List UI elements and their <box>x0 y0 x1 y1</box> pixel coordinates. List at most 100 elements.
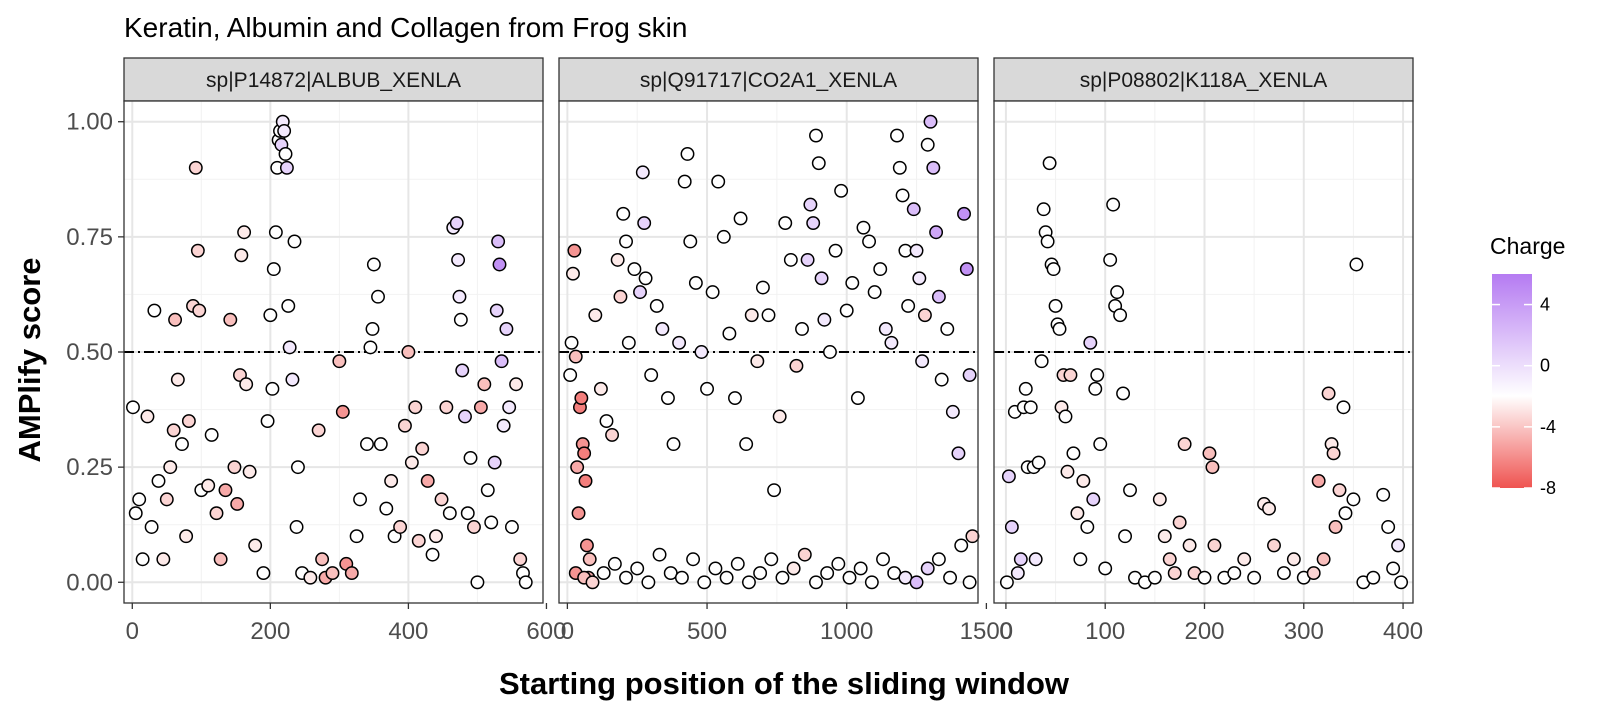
data-point <box>906 202 921 217</box>
data-point <box>719 570 734 585</box>
data-point <box>809 128 823 143</box>
data-point <box>384 474 399 488</box>
data-point <box>1376 487 1391 502</box>
data-point <box>635 165 650 180</box>
data-point <box>761 308 776 323</box>
data-point <box>242 464 257 479</box>
legend-tick-label: 4 <box>1540 295 1550 315</box>
data-point <box>260 414 275 429</box>
data-point <box>915 354 930 369</box>
data-point <box>429 529 443 544</box>
x-axis-title: Starting position of the sliding window <box>499 666 1070 701</box>
data-point <box>265 381 280 396</box>
data-point <box>268 225 283 240</box>
data-point <box>578 474 593 488</box>
data-point <box>733 211 748 226</box>
data-point <box>289 520 304 534</box>
data-point <box>652 547 667 562</box>
data-point <box>884 335 899 350</box>
data-point <box>349 529 364 544</box>
data-point <box>828 243 843 258</box>
data-point <box>567 243 582 258</box>
data-point <box>1103 252 1118 267</box>
x-tick-label: 1000 <box>820 618 873 645</box>
y-tick-label: 0.50 <box>66 339 113 366</box>
data-point <box>716 229 731 244</box>
data-point <box>480 483 495 498</box>
data-point <box>772 409 787 424</box>
data-point <box>151 474 166 488</box>
points-group <box>126 114 533 590</box>
data-point <box>895 188 910 203</box>
data-point <box>585 575 600 590</box>
data-point <box>453 312 468 327</box>
data-point <box>864 575 879 590</box>
data-point <box>1386 561 1401 576</box>
data-point <box>1162 552 1177 567</box>
data-point <box>452 289 467 304</box>
data-point <box>943 570 958 585</box>
data-point <box>458 409 472 424</box>
x-tick-label: 200 <box>250 618 290 645</box>
data-point <box>132 492 147 507</box>
data-point <box>797 547 812 562</box>
data-point <box>126 400 140 415</box>
data-point <box>1093 437 1108 452</box>
legend-colorbar <box>1492 274 1532 488</box>
data-point <box>1076 474 1091 488</box>
data-point <box>803 197 818 212</box>
legend-title: Charge <box>1490 233 1565 259</box>
data-point <box>686 552 701 567</box>
data-point <box>789 358 804 373</box>
data-point <box>366 257 381 272</box>
data-point <box>325 566 340 581</box>
data-point <box>502 400 517 415</box>
data-point <box>281 298 296 313</box>
data-point <box>239 377 254 392</box>
y-axis-title: AMPlify score <box>12 257 47 462</box>
data-point <box>878 322 893 336</box>
data-point <box>607 556 622 571</box>
data-point <box>931 289 946 304</box>
data-point <box>641 575 656 590</box>
data-point <box>1052 322 1067 336</box>
data-point <box>1349 257 1364 272</box>
data-point <box>579 538 594 553</box>
data-point <box>363 340 378 355</box>
data-point <box>311 423 326 438</box>
data-point <box>621 335 636 350</box>
data-point <box>201 478 216 493</box>
data-point <box>344 566 359 581</box>
data-point <box>353 492 368 507</box>
data-point <box>1391 538 1406 553</box>
data-point <box>1167 566 1182 581</box>
data-point <box>741 575 756 590</box>
data-point <box>332 354 347 369</box>
data-point <box>496 418 511 433</box>
data-point <box>786 561 801 576</box>
data-point <box>999 575 1014 590</box>
data-point <box>783 252 798 267</box>
data-point <box>1182 538 1197 553</box>
data-point <box>619 570 633 585</box>
data-point <box>393 520 408 534</box>
data-point <box>926 160 941 175</box>
data-point <box>1321 386 1336 401</box>
data-point <box>739 437 754 452</box>
x-tick-label: 600 <box>526 618 566 645</box>
data-point <box>1394 575 1409 590</box>
data-point <box>850 391 865 406</box>
data-point <box>909 575 924 590</box>
data-point <box>1063 368 1078 382</box>
data-point <box>1031 455 1046 470</box>
data-point <box>518 575 533 590</box>
data-point <box>434 492 449 507</box>
data-point <box>767 483 782 498</box>
data-point <box>730 556 745 571</box>
data-point <box>677 174 692 189</box>
data-point <box>1267 538 1281 553</box>
data-point <box>1366 570 1381 585</box>
data-point <box>504 520 519 534</box>
data-point <box>806 216 821 230</box>
x-tick-label: 1500 <box>960 618 1013 645</box>
